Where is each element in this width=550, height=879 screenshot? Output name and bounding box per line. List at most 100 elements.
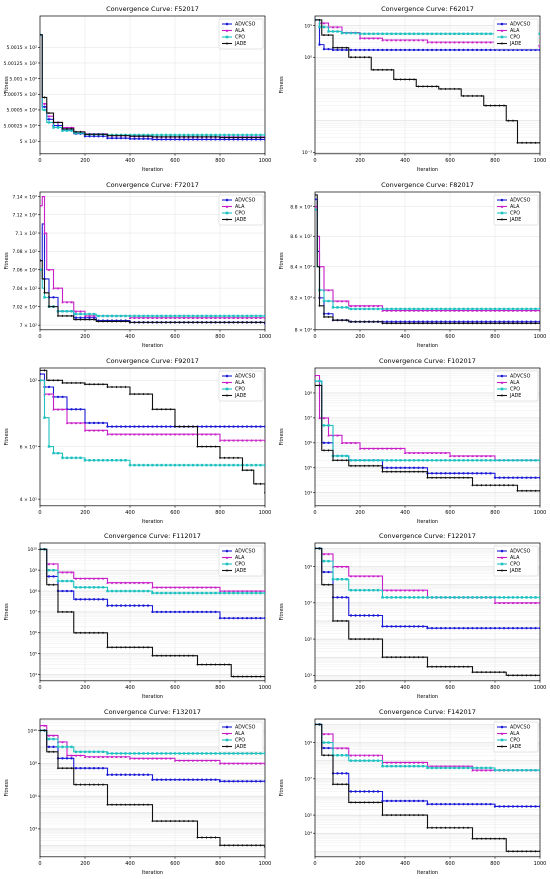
- data-point-ala: [493, 309, 497, 312]
- data-point-advcso: [97, 135, 100, 138]
- data-point-advcso: [83, 598, 87, 601]
- data-point-cpo: [88, 586, 91, 589]
- data-point-advcso: [354, 614, 357, 618]
- data-point-advcso: [457, 627, 461, 630]
- data-point-ala: [345, 441, 348, 444]
- data-point-advcso: [65, 757, 69, 760]
- data-point-ala: [241, 590, 244, 593]
- data-point-jade: [263, 845, 265, 849]
- data-point-jade: [97, 320, 100, 323]
- data-point-ala: [56, 286, 60, 290]
- y-tick-label: 8 × 10²: [295, 327, 313, 333]
- data-point-jade: [484, 483, 488, 487]
- data-point-advcso: [263, 138, 265, 141]
- data-point-ala: [408, 309, 411, 312]
- data-point-jade: [376, 464, 380, 467]
- data-point-cpo: [412, 596, 416, 599]
- data-point-cpo: [101, 750, 105, 754]
- legend-marker-advcso: [225, 22, 229, 26]
- data-point-ala: [367, 575, 371, 578]
- data-point-advcso: [444, 471, 447, 475]
- data-point-cpo: [475, 307, 479, 310]
- data-point-jade: [214, 444, 217, 448]
- data-point-jade: [471, 321, 474, 325]
- data-point-advcso: [227, 424, 231, 428]
- data-point-cpo: [381, 32, 384, 35]
- data-point-jade: [372, 464, 375, 467]
- data-point-cpo: [124, 458, 127, 462]
- data-point-jade: [475, 671, 479, 674]
- data-point-ala: [70, 571, 73, 574]
- series-ala: [40, 724, 265, 765]
- data-point-advcso: [137, 773, 141, 777]
- data-point-cpo: [421, 307, 425, 310]
- data-point-jade: [466, 94, 470, 98]
- data-point-ala: [83, 755, 87, 759]
- data-point-advcso: [412, 466, 416, 469]
- data-point-advcso: [385, 799, 389, 803]
- x-tick-label: 600: [445, 509, 455, 515]
- data-point-jade: [430, 85, 434, 88]
- plot-frame: [39, 15, 266, 155]
- data-point-cpo: [516, 596, 519, 599]
- data-point-cpo: [367, 589, 371, 592]
- data-point-cpo: [191, 314, 195, 317]
- data-point-advcso: [142, 604, 145, 608]
- x-tick-label: 0: [313, 685, 316, 691]
- data-point-cpo: [70, 580, 73, 583]
- data-point-advcso: [196, 778, 199, 782]
- data-point-jade: [354, 56, 357, 59]
- data-point-cpo: [345, 578, 348, 581]
- data-point-jade: [200, 320, 204, 324]
- data-point-advcso: [381, 799, 384, 803]
- data-point-cpo: [254, 463, 258, 466]
- data-point-advcso: [205, 778, 208, 782]
- legend-marker-advcso: [225, 198, 229, 202]
- data-point-jade: [525, 850, 528, 853]
- data-point-advcso: [507, 476, 510, 479]
- x-tick-label: 800: [490, 158, 500, 164]
- data-point-jade: [466, 665, 470, 669]
- data-point-cpo: [480, 596, 483, 599]
- data-point-ala: [254, 762, 258, 765]
- data-point-jade: [83, 133, 87, 136]
- data-point-jade: [92, 318, 96, 321]
- data-point-advcso: [254, 780, 258, 783]
- data-point-jade: [245, 136, 249, 139]
- data-point-cpo: [155, 133, 159, 137]
- data-point-cpo: [254, 752, 258, 755]
- x-tick-label: 0: [38, 509, 41, 515]
- data-point-advcso: [61, 757, 64, 760]
- data-point-advcso: [115, 136, 118, 140]
- data-point-advcso: [390, 625, 393, 629]
- data-point-jade: [79, 318, 82, 321]
- data-point-cpo: [110, 590, 114, 593]
- data-point-jade: [363, 464, 366, 467]
- data-point-jade: [119, 320, 123, 323]
- data-point-jade: [507, 850, 510, 853]
- data-point-jade: [110, 803, 114, 807]
- data-point-advcso: [453, 803, 456, 806]
- data-point-cpo: [525, 769, 528, 772]
- data-point-advcso: [43, 105, 46, 109]
- data-point-advcso: [160, 778, 163, 782]
- data-point-advcso: [408, 320, 411, 323]
- data-point-advcso: [173, 138, 177, 141]
- data-point-ala: [444, 40, 447, 44]
- y-tick-label: 10¹⁰: [27, 547, 37, 553]
- data-point-ala: [471, 769, 474, 772]
- data-point-jade: [340, 458, 344, 462]
- data-point-ala: [439, 40, 443, 44]
- data-point-jade: [484, 321, 488, 325]
- data-point-jade: [40, 729, 42, 732]
- data-point-cpo: [205, 752, 208, 755]
- data-point-ala: [97, 577, 100, 581]
- x-axis-label: Iteration: [142, 167, 163, 173]
- data-point-ala: [471, 40, 474, 44]
- legend-marker-jade: [225, 42, 229, 45]
- series-cpo: [40, 378, 265, 466]
- data-point-cpo: [209, 592, 213, 595]
- data-point-advcso: [502, 48, 506, 52]
